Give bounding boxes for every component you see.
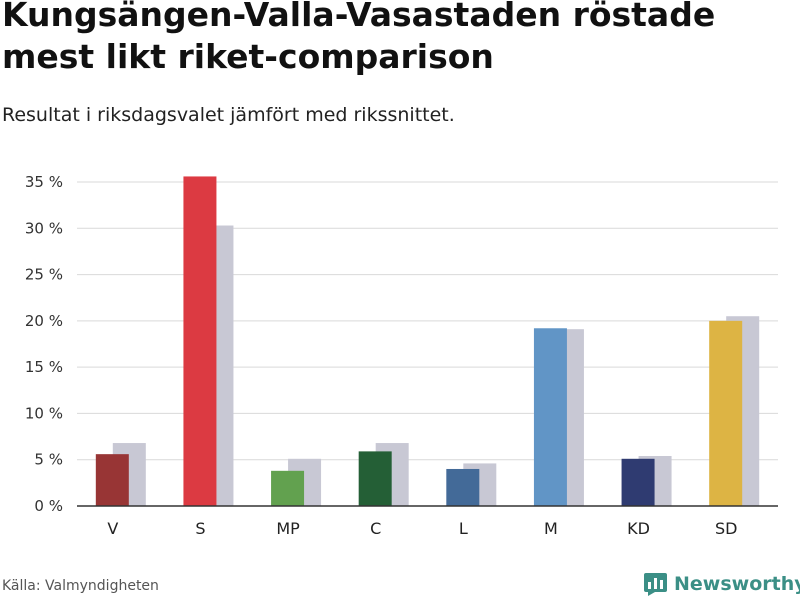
brand-name: Newsworthy bbox=[674, 573, 800, 595]
x-tick-label: L bbox=[459, 519, 468, 538]
x-tick-label: C bbox=[370, 519, 381, 538]
bar-mp bbox=[271, 470, 305, 506]
x-tick-label: V bbox=[107, 519, 118, 538]
newsworthy-logo: Newsworthy bbox=[644, 570, 800, 598]
grid-lines bbox=[77, 181, 778, 461]
x-axis-labels: V S MP C L M KD SD bbox=[107, 519, 737, 538]
x-tick-label: KD bbox=[627, 519, 650, 538]
bar-l bbox=[446, 468, 480, 506]
y-tick-label: 35 % bbox=[25, 173, 63, 191]
y-tick-label: 30 % bbox=[25, 219, 63, 237]
x-tick-label: SD bbox=[715, 519, 737, 538]
bar-m bbox=[533, 328, 567, 506]
newsworthy-logo-icon bbox=[644, 572, 667, 596]
y-tick-label: 0 % bbox=[34, 497, 63, 515]
y-axis-ticks: 0 % 5 % 10 % 15 % 20 % 25 % 30 % 35 % bbox=[25, 173, 63, 515]
y-tick-label: 25 % bbox=[25, 266, 63, 284]
y-tick-label: 5 % bbox=[34, 451, 63, 469]
bar-c bbox=[358, 451, 392, 506]
bar-kd bbox=[621, 458, 655, 506]
bar-sd bbox=[709, 320, 743, 506]
x-tick-label: S bbox=[195, 519, 205, 538]
bar-s bbox=[183, 176, 217, 506]
y-tick-label: 20 % bbox=[25, 312, 63, 330]
bar-v bbox=[95, 454, 129, 506]
bars bbox=[95, 176, 760, 506]
source-note: Källa: Valmyndigheten bbox=[2, 578, 159, 594]
y-tick-label: 10 % bbox=[25, 404, 63, 422]
chart-subtitle: Resultat i riksdagsvalet jämfört med rik… bbox=[2, 104, 455, 126]
x-tick-label: M bbox=[544, 519, 558, 538]
chart-title: Kungsängen-Valla-Vasastaden röstade mest… bbox=[2, 0, 716, 76]
x-tick-label: MP bbox=[276, 519, 300, 538]
y-tick-label: 15 % bbox=[25, 358, 63, 376]
